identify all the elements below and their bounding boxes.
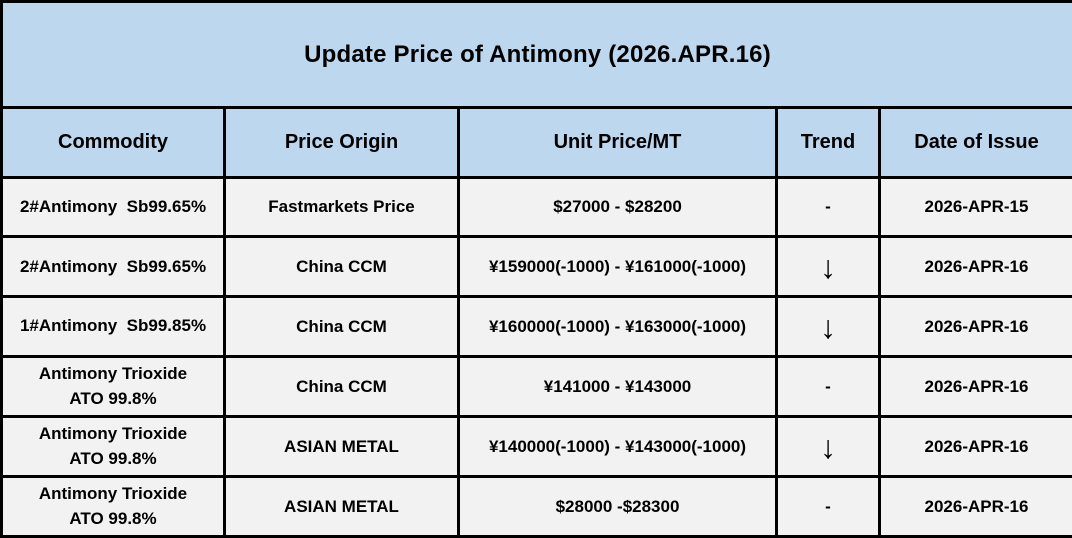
- table-row: 2#Antimony Sb99.65% China CCM ¥159000(-1…: [0, 235, 1072, 299]
- table-row: Antimony Trioxide ATO 99.8% China CCM ¥1…: [0, 355, 1072, 419]
- unit-price-cell: ¥141000 - ¥143000: [457, 355, 778, 419]
- col-header-unit-price: Unit Price/MT: [457, 106, 778, 179]
- table-row: Antimony Trioxide ATO 99.8% ASIAN METAL …: [0, 415, 1072, 479]
- unit-price-cell: ¥160000(-1000) - ¥163000(-1000): [457, 295, 778, 359]
- commodity-cell: Antimony Trioxide ATO 99.8%: [0, 475, 226, 538]
- trend-cell: ↓: [775, 235, 881, 299]
- price-origin-cell: ASIAN METAL: [223, 475, 460, 538]
- col-header-price-origin: Price Origin: [223, 106, 460, 179]
- unit-price-cell: ¥140000(-1000) - ¥143000(-1000): [457, 415, 778, 479]
- price-origin-cell: China CCM: [223, 355, 460, 419]
- commodity-cell: 2#Antimony Sb99.65%: [0, 175, 226, 239]
- commodity-cell: Antimony Trioxide ATO 99.8%: [0, 355, 226, 419]
- unit-price-cell: $28000 -$28300: [457, 475, 778, 538]
- page-title: Update Price of Antimony (2026.APR.16): [0, 0, 1072, 110]
- table-row: Antimony Trioxide ATO 99.8% ASIAN METAL …: [0, 475, 1072, 538]
- column-header-row: Commodity Price Origin Unit Price/MT Tre…: [0, 106, 1072, 179]
- trend-cell: -: [775, 475, 881, 538]
- date-of-issue-cell: 2026-APR-16: [878, 475, 1072, 538]
- commodity-cell: 2#Antimony Sb99.65%: [0, 235, 226, 299]
- price-origin-cell: China CCM: [223, 295, 460, 359]
- date-of-issue-cell: 2026-APR-16: [878, 235, 1072, 299]
- unit-price-cell: $27000 - $28200: [457, 175, 778, 239]
- trend-cell: -: [775, 355, 881, 419]
- col-header-trend: Trend: [775, 106, 881, 179]
- price-origin-cell: China CCM: [223, 235, 460, 299]
- col-header-commodity: Commodity: [0, 106, 226, 179]
- unit-price-cell: ¥159000(-1000) - ¥161000(-1000): [457, 235, 778, 299]
- date-of-issue-cell: 2026-APR-15: [878, 175, 1072, 239]
- date-of-issue-cell: 2026-APR-16: [878, 295, 1072, 359]
- title-row: Update Price of Antimony (2026.APR.16): [0, 0, 1072, 110]
- trend-cell: -: [775, 175, 881, 239]
- table-row: 2#Antimony Sb99.65% Fastmarkets Price $2…: [0, 175, 1072, 239]
- date-of-issue-cell: 2026-APR-16: [878, 355, 1072, 419]
- date-of-issue-cell: 2026-APR-16: [878, 415, 1072, 479]
- price-origin-cell: ASIAN METAL: [223, 415, 460, 479]
- commodity-cell: 1#Antimony Sb99.85%: [0, 295, 226, 359]
- col-header-date-of-issue: Date of Issue: [878, 106, 1072, 179]
- price-origin-cell: Fastmarkets Price: [223, 175, 460, 239]
- trend-cell: ↓: [775, 415, 881, 479]
- commodity-cell: Antimony Trioxide ATO 99.8%: [0, 415, 226, 479]
- trend-cell: ↓: [775, 295, 881, 359]
- table-row: 1#Antimony Sb99.85% China CCM ¥160000(-1…: [0, 295, 1072, 359]
